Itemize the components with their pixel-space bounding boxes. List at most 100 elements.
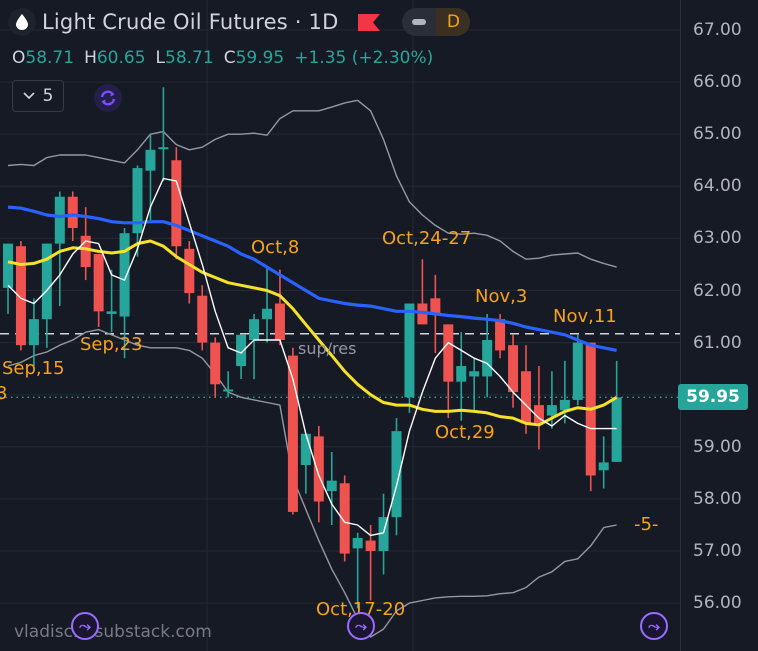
last-price-label: 59.95 [678, 384, 748, 411]
candle-down [274, 303, 285, 340]
candle-up [352, 537, 363, 549]
price-tick: 66.00 [693, 72, 742, 93]
oil-drop-icon [8, 8, 36, 36]
candle-up [598, 462, 609, 471]
candle-up [249, 319, 260, 340]
jump-to-date-icon[interactable]: ⤳ [347, 612, 375, 640]
annotation-oct29: Oct,29 [435, 422, 495, 443]
candle-up [236, 334, 247, 367]
minus-icon [402, 19, 436, 25]
price-tick: 64.00 [693, 176, 742, 197]
open-label: O [12, 48, 26, 68]
candle-down [184, 248, 195, 294]
low-value: 58.71 [165, 48, 214, 68]
watermark: vladisc....substack.com [14, 622, 212, 642]
low-label: L [155, 48, 166, 68]
price-tick: 62.00 [693, 280, 742, 301]
price-chart[interactable] [0, 0, 680, 651]
candle-down [93, 254, 104, 312]
candle-up [145, 149, 156, 171]
candle-up [378, 517, 389, 551]
candle-up [3, 243, 13, 288]
sync-icon[interactable] [94, 84, 122, 112]
candle-up [106, 311, 117, 314]
market-status-toggle[interactable]: D [402, 8, 471, 36]
candle-up [391, 431, 402, 518]
candle-up [300, 433, 311, 466]
annotation-wave5: -5- [634, 514, 659, 535]
candle-up [158, 147, 169, 150]
annotation-sep23: Sep,23 [80, 334, 143, 355]
ma-slow-line [7, 205, 617, 352]
candle-up [326, 480, 337, 492]
candle-up [572, 342, 583, 400]
open-value: 58.71 [25, 48, 75, 68]
flag-icon[interactable] [358, 13, 381, 31]
jump-to-date-icon[interactable]: ⤳ [71, 612, 99, 640]
price-tick: 56.00 [693, 593, 742, 614]
chart-header: Light Crude Oil Futures · 1D D [8, 8, 471, 36]
symbol-title[interactable]: Light Crude Oil Futures · 1D [42, 10, 339, 34]
indicators-collapse-button[interactable]: 5 [12, 80, 64, 112]
candle-up [404, 303, 415, 398]
candle-down [495, 319, 506, 351]
candle-down [197, 295, 208, 343]
price-tick: 58.00 [693, 488, 742, 509]
candle-down [430, 298, 441, 314]
price-tick: 59.00 [693, 436, 742, 457]
candle-up [54, 196, 65, 244]
price-axis[interactable]: 67.00 66.00 65.00 64.00 63.00 62.00 61.00 59.00… [680, 0, 758, 651]
candle-up [546, 405, 557, 416]
ohlc-values: O58.71 H60.65 L58.71 C59.95 +1.35 (+2.30… [12, 48, 433, 68]
candle-down [521, 371, 531, 424]
annotation-sep15: Sep,15 [2, 358, 65, 379]
annotation-oct8: Oct,8 [251, 237, 300, 258]
candle-down [443, 324, 454, 382]
candle-up [119, 233, 130, 317]
price-tick: 61.00 [693, 332, 742, 353]
ma-fast-line [7, 177, 617, 537]
candle-down [80, 235, 91, 268]
candle-down [533, 405, 544, 424]
candle-down [171, 160, 182, 247]
candle-up [41, 243, 52, 320]
candle-up [223, 389, 234, 392]
sup-res-label: sup/res [298, 339, 357, 358]
scroll-to-realtime-icon[interactable]: ⤳ [640, 612, 668, 640]
price-tick: 65.00 [693, 124, 742, 145]
high-label: H [84, 48, 97, 68]
candle-up [262, 308, 272, 320]
price-tick: 63.00 [693, 228, 742, 249]
candle-up [132, 168, 143, 234]
annotation-nov11: Nov,11 [553, 306, 617, 327]
candle-up [611, 397, 622, 462]
delayed-badge: D [436, 8, 471, 36]
candle-down [15, 246, 26, 346]
close-value: 59.95 [235, 48, 285, 68]
candle-up [456, 366, 467, 382]
lower-band-line [7, 328, 617, 638]
candle-down [210, 342, 221, 385]
high-value: 60.65 [96, 48, 146, 68]
candle-down [339, 483, 350, 554]
close-label: C [223, 48, 236, 68]
ma-mid-line [7, 239, 618, 427]
price-tick: 57.00 [693, 541, 742, 561]
change-value: +1.35 (+2.30%) [294, 48, 434, 68]
annotation-left-edge: 3 [0, 383, 8, 404]
candle-up [28, 319, 39, 346]
candle-down [313, 436, 324, 502]
candle-up [482, 339, 493, 377]
upper-band-line [7, 99, 617, 268]
candle-down [365, 540, 376, 551]
indicator-count: 5 [42, 86, 54, 106]
chevron-down-icon [23, 92, 35, 100]
candle-down [508, 345, 519, 393]
annotation-oct17-20: Oct,17-20 [316, 599, 406, 620]
annotation-oct24-27: Oct,24-27 [382, 228, 472, 249]
candle-up [469, 371, 480, 377]
candle-down [287, 355, 298, 512]
candle-down [67, 196, 78, 228]
candle-up [559, 399, 570, 411]
annotation-nov3: Nov,3 [475, 286, 528, 307]
